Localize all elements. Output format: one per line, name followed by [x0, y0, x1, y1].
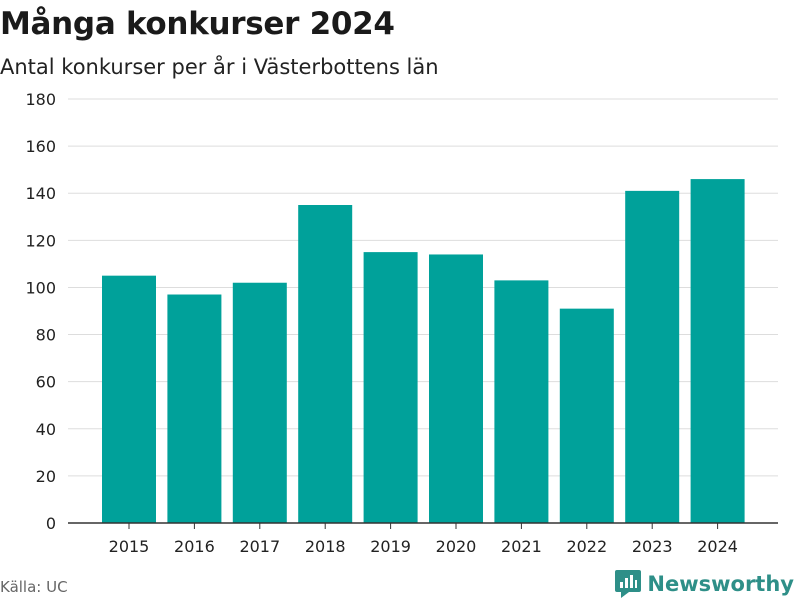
y-axis-ticks: 0 20 40 60 80 100 120 140 160 180	[25, 90, 56, 533]
y-tick-label: 180	[25, 90, 56, 109]
y-tick-label: 140	[25, 184, 56, 203]
y-tick-label: 80	[36, 326, 56, 345]
y-tick-label: 20	[36, 467, 56, 486]
x-tick-label: 2021	[501, 537, 542, 556]
x-tick-label: 2022	[566, 537, 607, 556]
bar-2023[interactable]	[625, 190, 680, 523]
x-tick-label: 2016	[174, 537, 215, 556]
bar-2019[interactable]	[363, 252, 418, 523]
bar-2016[interactable]	[167, 294, 222, 523]
x-tick-label: 2020	[436, 537, 477, 556]
bar-2017[interactable]	[232, 282, 287, 523]
y-tick-label: 40	[36, 420, 56, 439]
chart-subtitle: Antal konkurser per år i Västerbottens l…	[0, 55, 439, 79]
y-tick-label: 0	[46, 514, 56, 533]
bars	[102, 179, 745, 524]
x-tick-label: 2023	[632, 537, 673, 556]
x-tick-label: 2018	[305, 537, 346, 556]
source-note: Källa: UC	[0, 578, 68, 596]
y-tick-label: 120	[25, 231, 56, 250]
brand-name: Newsworthy	[647, 572, 794, 596]
bar-2015[interactable]	[102, 275, 156, 523]
bar-2020[interactable]	[429, 254, 483, 523]
y-tick-label: 100	[25, 278, 56, 297]
chart-title: Många konkurser 2024	[0, 6, 395, 42]
brand-logo[interactable]: Newsworthy	[615, 570, 794, 598]
x-tick-label: 2019	[370, 537, 411, 556]
newsworthy-logo-icon	[615, 570, 642, 598]
bar-2018[interactable]	[298, 205, 353, 523]
bar-2021[interactable]	[494, 280, 549, 523]
y-tick-label: 160	[25, 137, 56, 156]
x-tick-label: 2015	[109, 537, 150, 556]
bar-2022[interactable]	[559, 308, 614, 523]
x-tick-label: 2024	[697, 537, 738, 556]
x-tick-label: 2017	[239, 537, 280, 556]
y-tick-label: 60	[36, 373, 56, 392]
x-axis-ticks: 2015 2016 2017 2018 2019 2020 2021 2022 2023 2024	[109, 523, 738, 556]
bar-2024[interactable]	[690, 179, 745, 524]
